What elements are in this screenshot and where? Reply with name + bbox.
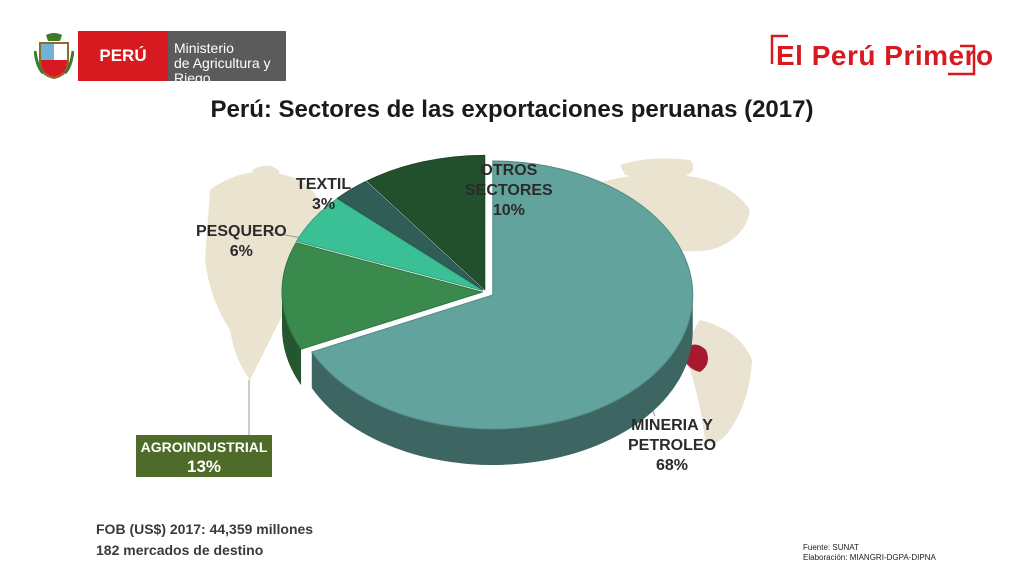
source-note: Fuente: SUNAT Elaboración: MIANGRI-DGPA-… [803, 543, 936, 563]
mineria-label-pct: 68% [655, 457, 689, 474]
chart-title: Perú: Sectores de las exportaciones peru… [210, 96, 814, 123]
fob-summary: FOB (US$) 2017: 44,359 millones 182 merc… [96, 519, 313, 561]
mineria-label-line-2: PETROLEO [628, 437, 717, 454]
pie-slice-textil [336, 180, 484, 291]
agro-label-box: AGROINDUSTRIAL 13% [136, 435, 272, 477]
pie-slice-mineria-y-petroleo [310, 160, 694, 430]
brand-text: El Perú Primero [776, 40, 994, 71]
ministry-line-2: de Agricultura y Riego [174, 55, 271, 86]
pesquero-label-name: PESQUERO [196, 223, 287, 240]
otros-label: OTROS SECTORES 10% [465, 161, 553, 221]
otros-label-line-2: SECTORES [465, 182, 553, 199]
otros-label-pct: 10% [492, 202, 525, 219]
textil-label-pct: 3% [311, 196, 336, 213]
country-badge: PERÚ [78, 31, 168, 81]
mineria-label-line-1: MINERIA Y [631, 417, 713, 434]
pie-slice-agroindustrial [281, 242, 484, 350]
pie-slice-side-mineria-y-petroleo [311, 295, 693, 466]
pie-slice-pesquero [295, 198, 483, 291]
brand-logo: El Perú Primero [768, 34, 993, 76]
elaboration-line: Elaboración: MIANGRI-DGPA-DIPNA [803, 553, 936, 562]
textil-label: TEXTIL 3% [296, 175, 351, 215]
pesquero-label: PESQUERO 6% [196, 222, 287, 262]
pie-slice-side-agroindustrial [282, 292, 302, 386]
coat-of-arms-icon [34, 33, 74, 79]
textil-label-name: TEXTIL [296, 176, 352, 193]
ministry-name: Ministerio de Agricultura y Riego [168, 31, 286, 86]
ministry-logo: PERÚ Ministerio de Agricultura y Riego [34, 31, 286, 86]
agro-label-name: AGROINDUSTRIAL [140, 439, 268, 455]
brand-frame-icon [770, 34, 976, 76]
markets-line: 182 mercados de destino [96, 542, 264, 558]
ministry-line-1: Ministerio [174, 40, 234, 56]
pesquero-label-pct: 6% [229, 243, 253, 260]
otros-label-line-1: OTROS [480, 162, 538, 179]
agro-label-pct: 13% [186, 457, 222, 476]
fob-line: FOB (US$) 2017: 44,359 millones [96, 521, 314, 537]
pie-slice-otros-sectores [366, 154, 486, 291]
mineria-label: MINERIA Y PETROLEO 68% [628, 416, 716, 476]
source-line: Fuente: SUNAT [803, 543, 859, 552]
